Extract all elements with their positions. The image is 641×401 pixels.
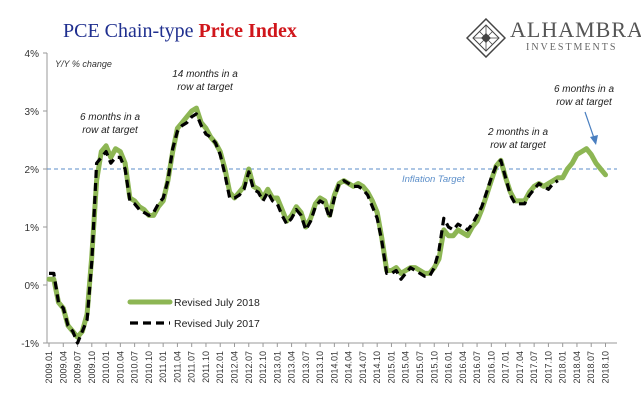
annotation-4-line-1: 6 months in a: [554, 84, 614, 95]
legend-label-revised-2018: Revised July 2018: [174, 297, 260, 309]
logo-subtitle: INVESTMENTS: [526, 42, 618, 53]
x-tick-label: 2010.10: [144, 351, 154, 384]
annotation-4-line-2: row at target: [556, 97, 613, 108]
x-tick-label: 2016.10: [486, 351, 496, 384]
x-tick-label: 2014.10: [372, 351, 382, 384]
x-tick-label: 2012.10: [258, 351, 268, 384]
x-tick-label: 2009.04: [58, 351, 68, 384]
annotation-3-line-1: 2 months in a: [487, 127, 548, 138]
x-tick-label: 2009.10: [87, 351, 97, 384]
x-tick-label: 2016.04: [458, 351, 468, 384]
x-tick-label: 2016.07: [472, 351, 482, 384]
y-tick-label: 3%: [25, 107, 40, 118]
y-axis-label: Y/Y % change: [55, 59, 112, 69]
chart-title-part1: PCE Chain-type: [63, 20, 199, 42]
x-tick-label: 2013.01: [272, 351, 282, 384]
logo-name: ALHAMBRA: [510, 17, 641, 42]
x-tick-label: 2015.07: [415, 351, 425, 384]
y-tick-label: -1%: [21, 339, 39, 350]
x-tick-label: 2013.07: [301, 351, 311, 384]
x-tick-label: 2012.07: [244, 351, 254, 384]
x-tick-label: 2015.04: [401, 351, 411, 384]
x-tick-label: 2017.10: [543, 351, 553, 384]
x-tick-label: 2013.04: [287, 351, 297, 384]
x-tick-label: 2017.01: [501, 351, 511, 384]
diamond-logo-icon: [466, 18, 506, 58]
alhambra-logo: ALHAMBRA INVESTMENTS: [466, 16, 641, 60]
x-tick-label: 2011.10: [201, 351, 211, 383]
annotation-2-line-2: row at target: [177, 82, 234, 93]
annotation-1-line-2: row at target: [82, 125, 139, 136]
x-tick-label: 2017.07: [529, 351, 539, 384]
x-tick-label: 2010.01: [101, 351, 111, 384]
inflation-target-label: Inflation Target: [402, 174, 465, 185]
x-tick-label: 2018.07: [586, 351, 596, 384]
series-line-revised-2017: [49, 112, 559, 345]
x-tick-label: 2017.04: [515, 351, 525, 384]
legend-label-revised-2017: Revised July 2017: [174, 318, 260, 330]
y-tick-label: 2%: [25, 165, 40, 176]
x-tick-label: 2009.01: [44, 351, 54, 384]
annotation-3-line-2: row at target: [490, 140, 547, 151]
x-tick-label: 2015.10: [429, 351, 439, 384]
annotation-2-line-1: 14 months in a: [172, 69, 238, 80]
y-tick-label: 4%: [25, 49, 40, 60]
x-tick-label: 2011.01: [158, 351, 168, 383]
chart-title-part2: Price Index: [198, 20, 297, 42]
annotation-1-line-1: 6 months in a: [80, 112, 140, 123]
x-tick-label: 2013.10: [315, 351, 325, 384]
x-tick-label: 2018.01: [558, 351, 568, 384]
annotation-arrow-line: [584, 111, 595, 139]
x-tick-label: 2014.04: [344, 351, 354, 384]
x-tick-label: 2018.04: [572, 351, 582, 384]
chart-title: PCE Chain-type Price Index: [63, 20, 297, 43]
x-tick-label: 2011.07: [187, 351, 197, 383]
x-tick-label: 2014.01: [329, 351, 339, 384]
x-tick-label: 2009.07: [73, 351, 83, 384]
x-tick-label: 2011.04: [172, 351, 182, 383]
x-tick-label: 2010.07: [130, 351, 140, 384]
x-tick-label: 2012.04: [229, 351, 239, 384]
annotation-arrow-head: [590, 135, 598, 145]
x-tick-label: 2014.07: [358, 351, 368, 384]
y-tick-label: 1%: [25, 223, 40, 234]
y-tick-label: 0%: [25, 281, 40, 292]
x-tick-label: 2012.01: [215, 351, 225, 384]
x-tick-label: 2018.10: [600, 351, 610, 384]
x-tick-label: 2016.01: [444, 351, 454, 384]
x-tick-label: 2015.01: [386, 351, 396, 384]
x-tick-label: 2010.04: [115, 351, 125, 384]
